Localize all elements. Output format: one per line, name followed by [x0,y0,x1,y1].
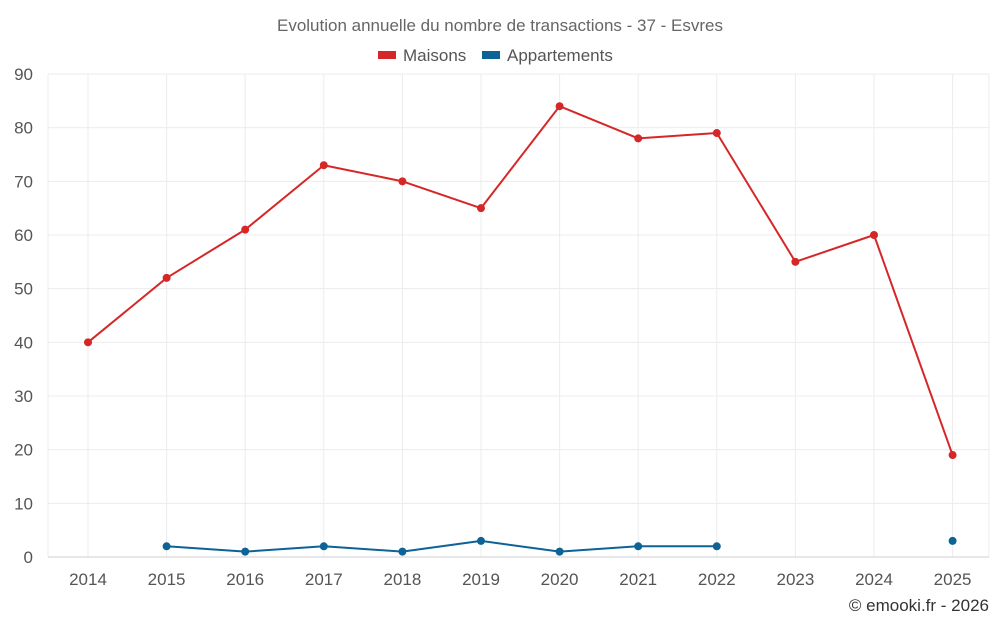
point-maisons-2023[interactable] [791,257,800,266]
point-maisons-2018[interactable] [398,177,407,186]
x-tick-label: 2018 [383,570,421,589]
point-appartements-2019[interactable] [477,536,485,545]
x-axis-ticks: 2014 2015 2016 2017 2018 2019 2020 2021 2022 2023… [69,570,971,589]
y-tick-label: 30 [14,387,33,406]
x-tick-label: 2014 [69,570,107,589]
y-tick-label: 90 [14,65,33,84]
y-tick-label: 80 [14,119,33,138]
point-maisons-2017[interactable] [319,161,328,170]
x-tick-label: 2019 [462,570,500,589]
point-appartements-2020[interactable] [555,547,564,556]
grid [47,73,990,557]
series-layer [84,102,957,556]
series-line-appartements [166,539,717,553]
x-tick-label: 2015 [148,570,186,589]
copyright-text: © emooki.fr - 2026 [849,596,989,615]
point-appartements-2022[interactable] [712,542,721,551]
x-tick-label: 2024 [855,570,893,589]
x-tick-label: 2017 [305,570,343,589]
y-tick-label: 70 [14,172,33,191]
point-maisons-2015[interactable] [162,273,171,282]
point-appartements-2025[interactable] [948,536,957,545]
legend-label-appartements[interactable]: Appartements [507,46,613,65]
point-maisons-2020[interactable] [555,102,564,111]
y-tick-label: 60 [14,226,33,245]
legend-swatch-appartements[interactable] [482,51,500,59]
series-line-maisons [87,105,954,456]
point-maisons-2025[interactable] [948,451,957,460]
point-appartements-2016[interactable] [241,547,250,556]
point-appartements-2017[interactable] [319,542,328,551]
point-maisons-2024[interactable] [870,231,878,239]
point-appartements-2021[interactable] [634,542,643,551]
x-tick-label: 2016 [226,570,264,589]
point-maisons-2019[interactable] [477,204,485,213]
x-tick-label: 2025 [934,570,972,589]
point-appartements-2015[interactable] [162,542,171,551]
point-maisons-2016[interactable] [241,225,250,234]
point-maisons-2022[interactable] [712,129,721,138]
x-tick-label: 2022 [698,570,736,589]
y-tick-label: 10 [14,494,33,513]
y-tick-label: 40 [14,333,33,352]
y-tick-label: 0 [24,548,33,567]
y-axis-ticks: 0 10 20 30 40 50 60 70 80 90 [14,65,33,567]
chart-title: Evolution annuelle du nombre de transact… [277,16,723,35]
y-tick-label: 50 [14,280,33,299]
point-maisons-2021[interactable] [634,134,643,143]
legend: Maisons Appartements [378,46,613,65]
y-tick-label: 20 [14,441,33,460]
legend-swatch-maisons[interactable] [378,51,396,59]
x-tick-label: 2020 [541,570,579,589]
point-maisons-2014[interactable] [84,338,92,347]
x-tick-label: 2021 [619,570,657,589]
x-tick-label: 2023 [776,570,814,589]
point-appartements-2018[interactable] [398,547,407,556]
legend-label-maisons[interactable]: Maisons [403,46,466,65]
